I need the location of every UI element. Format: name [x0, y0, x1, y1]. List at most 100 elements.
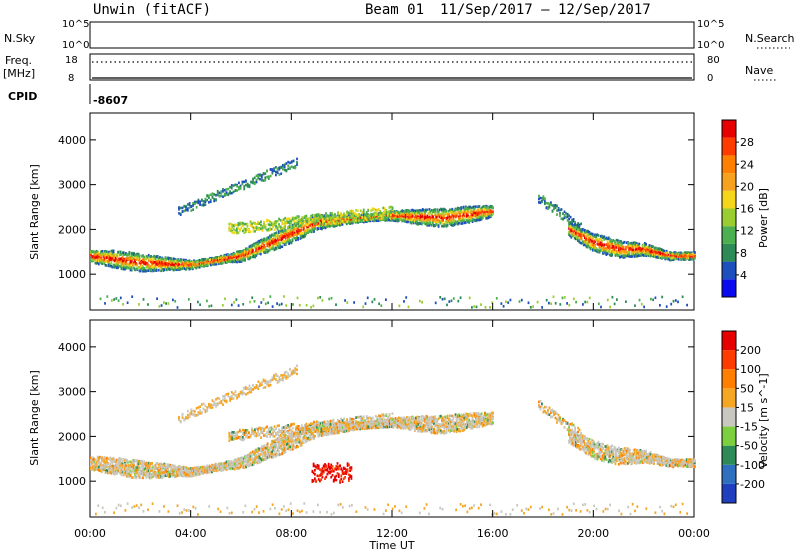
scatter-cell — [252, 177, 254, 181]
scatter-cell — [370, 209, 373, 212]
scatter-cell — [627, 242, 629, 245]
scatter-cell — [229, 191, 231, 195]
scatter-cell — [174, 262, 177, 265]
scatter-cell — [306, 218, 309, 222]
scatter-cell — [261, 224, 264, 228]
scatter-cell — [419, 219, 422, 223]
scatter-cell — [578, 234, 581, 237]
scatter-cell — [260, 220, 262, 223]
scatter-cell — [362, 214, 365, 217]
scatter-cell — [471, 206, 474, 209]
scatter-cell — [408, 210, 410, 214]
scatter-cell — [601, 239, 603, 243]
scatter-cell — [279, 244, 281, 247]
scatter-cell — [147, 265, 150, 268]
scatter-cell — [263, 240, 266, 244]
scatter-cell — [317, 213, 320, 216]
scatter-cell — [271, 169, 274, 173]
scatter-cell — [404, 218, 407, 222]
scatter-cell — [622, 254, 625, 257]
scatter-cell — [446, 218, 449, 221]
scatter-cell — [606, 237, 609, 241]
scatter-cell — [136, 267, 139, 270]
scatter-cell — [242, 251, 245, 255]
scatter-cell — [279, 225, 282, 229]
scatter-cell — [110, 261, 113, 264]
scatter-cell — [653, 255, 655, 258]
scatter-cell — [450, 218, 452, 222]
scatter-cell — [321, 220, 323, 223]
scatter-cell — [208, 261, 211, 265]
scatter-cell — [421, 212, 424, 215]
scatter-cell — [187, 298, 190, 301]
scatter-cell — [121, 256, 124, 259]
scatter-cell — [155, 266, 158, 270]
scatter-cell — [412, 209, 415, 212]
scatter-cell — [258, 228, 261, 231]
scatter-cell — [656, 249, 659, 253]
scatter-cell — [215, 262, 218, 266]
nave-tick-top: 80 — [707, 55, 720, 66]
scatter-cell — [358, 213, 361, 216]
scatter-cell — [685, 252, 688, 256]
scatter-cell — [681, 256, 684, 260]
scatter-cell — [205, 260, 208, 263]
scatter-cell — [93, 256, 96, 259]
scatter-cell — [644, 250, 646, 254]
scatter-cell — [401, 214, 404, 218]
scatter-cell — [571, 222, 573, 226]
scatter-cell — [287, 235, 289, 238]
scatter-cell — [659, 251, 662, 255]
scatter-cell — [352, 210, 354, 213]
scatter-cell — [125, 257, 127, 260]
scatter-cell — [94, 250, 97, 254]
scatter-cell — [632, 246, 635, 249]
scatter-cell — [434, 218, 437, 221]
scatter-cell — [264, 246, 267, 249]
scatter-cell — [162, 269, 165, 272]
scatter-cell — [458, 207, 460, 210]
scatter-cell — [102, 252, 105, 255]
scatter-cell — [262, 179, 265, 182]
scatter-cell — [435, 223, 438, 226]
scatter-cell — [453, 219, 456, 223]
scatter-cell — [415, 220, 417, 223]
scatter-cell — [644, 242, 646, 245]
scatter-cell — [608, 245, 611, 248]
scatter-cell — [455, 221, 458, 224]
scatter-cell — [481, 214, 484, 218]
scatter-cell — [199, 200, 201, 203]
scatter-cell — [329, 216, 332, 220]
scatter-cell — [432, 215, 434, 219]
scatter-cell — [336, 221, 339, 224]
scatter-cell — [595, 249, 598, 253]
scatter-cell — [182, 264, 185, 267]
scatter-cell — [262, 248, 264, 252]
scatter-cell — [252, 221, 255, 225]
scatter-cell — [250, 245, 253, 249]
scatter-cell — [291, 217, 294, 221]
scatter-cell — [91, 256, 93, 259]
scatter-cell — [571, 234, 574, 237]
scatter-cell — [136, 263, 139, 266]
scatter-cell — [322, 218, 324, 221]
scatter-cell — [197, 300, 199, 304]
scatter-cell — [599, 234, 602, 238]
scatter-cell — [95, 249, 98, 253]
scatter-cell — [240, 251, 243, 254]
scatter-cell — [379, 216, 382, 220]
scatter-cell — [134, 268, 136, 272]
scatter-cell — [611, 242, 613, 246]
scatter-cell — [290, 226, 293, 229]
scatter-cell — [453, 212, 456, 216]
scatter-cell — [371, 217, 374, 221]
scatter-cell — [275, 170, 277, 174]
scatter-cell — [270, 223, 273, 227]
scatter-cell — [160, 258, 162, 261]
scatter-cell — [393, 210, 396, 213]
scatter-cell — [173, 260, 176, 263]
scatter-cell — [91, 259, 93, 263]
scatter-cell — [365, 211, 368, 214]
scatter-cell — [464, 205, 467, 209]
scatter-cell — [94, 261, 97, 265]
